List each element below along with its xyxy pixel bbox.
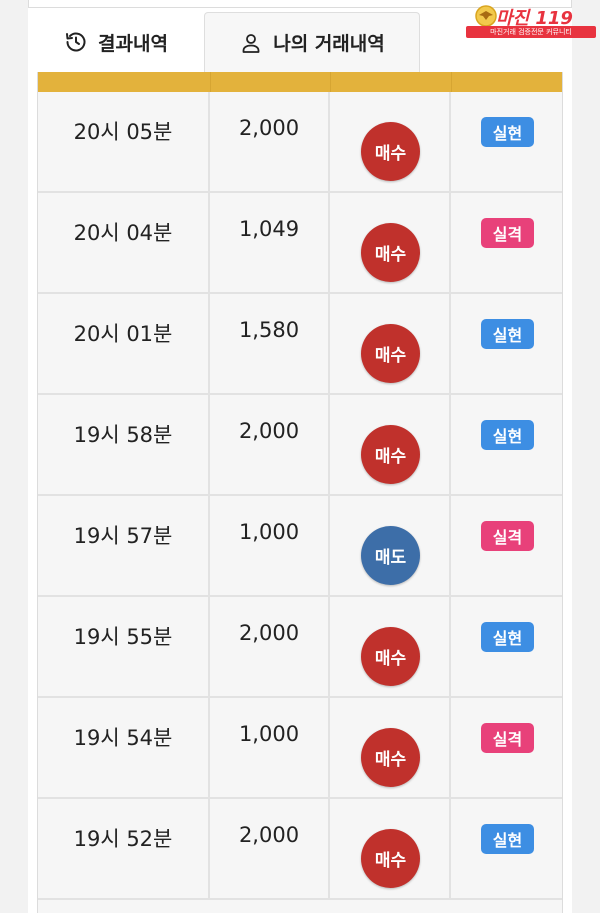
trade-amount: 2,000: [238, 419, 300, 443]
buy-badge: 매수: [361, 223, 420, 282]
tab-results-label: 결과내역: [98, 32, 168, 55]
realized-badge: 실현: [481, 420, 534, 450]
trade-time: 19시 58분: [73, 423, 173, 447]
table-row: 20시 05분 2,000 매수 실현: [38, 92, 562, 193]
trade-amount: 2,000: [238, 823, 300, 847]
result-cell: 실현: [451, 597, 562, 696]
result-cell: 실현: [451, 799, 562, 898]
buy-badge: 매수: [361, 627, 420, 686]
result-cell: 실현: [451, 92, 562, 191]
logo-title: 마진 119: [496, 8, 573, 29]
result-cell: 실격: [451, 193, 562, 292]
result-cell: 실격: [451, 698, 562, 797]
buy-badge: 매수: [361, 728, 420, 787]
table-row: 19시 54분 1,000 매수 실격: [38, 698, 562, 799]
table-row: 19시 52분 2,000 매수 실현: [38, 799, 562, 900]
time-cell: 20시 01분: [38, 294, 210, 393]
realized-badge: 실현: [481, 117, 534, 147]
amount-cell: 1,049: [210, 193, 330, 292]
trade-amount: 1,580: [238, 318, 300, 342]
side-cell: 매수: [330, 294, 451, 393]
side-cell: 매도: [330, 496, 451, 595]
amount-cell: 1,580: [210, 294, 330, 393]
amount-cell: 2,000: [210, 395, 330, 494]
logo-subtitle: 마진거래 검증전문 커뮤니티: [466, 26, 596, 38]
result-cell: 실현: [451, 294, 562, 393]
trade-amount: 1,000: [238, 722, 300, 746]
result-cell: 실격: [451, 496, 562, 595]
failed-badge: 실격: [481, 521, 534, 551]
eagle-emblem-icon: [474, 4, 498, 28]
table-row: 19시 58분 2,000 매수 실현: [38, 395, 562, 496]
user-icon: [239, 31, 263, 55]
table-row: 19시 57분 1,000 매도 실격: [38, 496, 562, 597]
trade-time: 19시 57분: [73, 524, 173, 548]
trade-time: 19시 54분: [73, 726, 173, 750]
table-header-bar: [38, 72, 562, 92]
side-cell: 매수: [330, 597, 451, 696]
side-cell: 매수: [330, 799, 451, 898]
trade-time: 20시 01분: [73, 322, 173, 346]
table-row: 19시 55분 2,000 매수 실현: [38, 597, 562, 698]
trade-time: 19시 52분: [73, 827, 173, 851]
time-cell: 19시 58분: [38, 395, 210, 494]
table-row: 20시 04분 1,049 매수 실격: [38, 193, 562, 294]
time-cell: 19시 57분: [38, 496, 210, 595]
time-cell: 20시 04분: [38, 193, 210, 292]
realized-badge: 실현: [481, 824, 534, 854]
time-cell: 19시 55분: [38, 597, 210, 696]
tab-results[interactable]: 결과내역: [28, 12, 204, 72]
sell-badge: 매도: [361, 526, 420, 585]
tab-my-trades-label: 나의 거래내역: [273, 33, 385, 55]
trade-amount: 1,000: [238, 520, 300, 544]
trade-amount: 1,049: [238, 217, 300, 241]
trade-history-table: 20시 05분 2,000 매수 실현 20시 04분 1,049 매수 실격 20시 01분 1…: [37, 72, 563, 913]
buy-badge: 매수: [361, 324, 420, 383]
tab-my-trades[interactable]: 나의 거래내역: [204, 12, 420, 72]
amount-cell: 2,000: [210, 799, 330, 898]
buy-badge: 매수: [361, 425, 420, 484]
history-icon: [64, 30, 88, 54]
amount-cell: 2,000: [210, 597, 330, 696]
trade-amount: 2,000: [238, 621, 300, 645]
time-cell: 20시 05분: [38, 92, 210, 191]
top-panel-edge: [28, 0, 572, 8]
time-cell: 19시 52분: [38, 799, 210, 898]
tab-bar: 결과내역 나의 거래내역: [28, 12, 572, 72]
amount-cell: 2,000: [210, 92, 330, 191]
buy-badge: 매수: [361, 829, 420, 888]
side-cell: 매수: [330, 92, 451, 191]
realized-badge: 실현: [481, 622, 534, 652]
table-row: 20시 01분 1,580 매수 실현: [38, 294, 562, 395]
realized-badge: 실현: [481, 319, 534, 349]
buy-badge: 매수: [361, 122, 420, 181]
trade-time: 19시 55분: [73, 625, 173, 649]
side-cell: 매수: [330, 193, 451, 292]
side-cell: 매수: [330, 698, 451, 797]
side-cell: 매수: [330, 395, 451, 494]
time-cell: 19시 54분: [38, 698, 210, 797]
result-cell: 실현: [451, 395, 562, 494]
trade-amount: 2,000: [238, 116, 300, 140]
amount-cell: 1,000: [210, 698, 330, 797]
failed-badge: 실격: [481, 218, 534, 248]
trade-time: 20시 04분: [73, 221, 173, 245]
site-logo[interactable]: 마진 119 마진거래 검증전문 커뮤니티: [466, 4, 596, 38]
failed-badge: 실격: [481, 723, 534, 753]
trade-time: 20시 05분: [73, 120, 173, 144]
amount-cell: 1,000: [210, 496, 330, 595]
